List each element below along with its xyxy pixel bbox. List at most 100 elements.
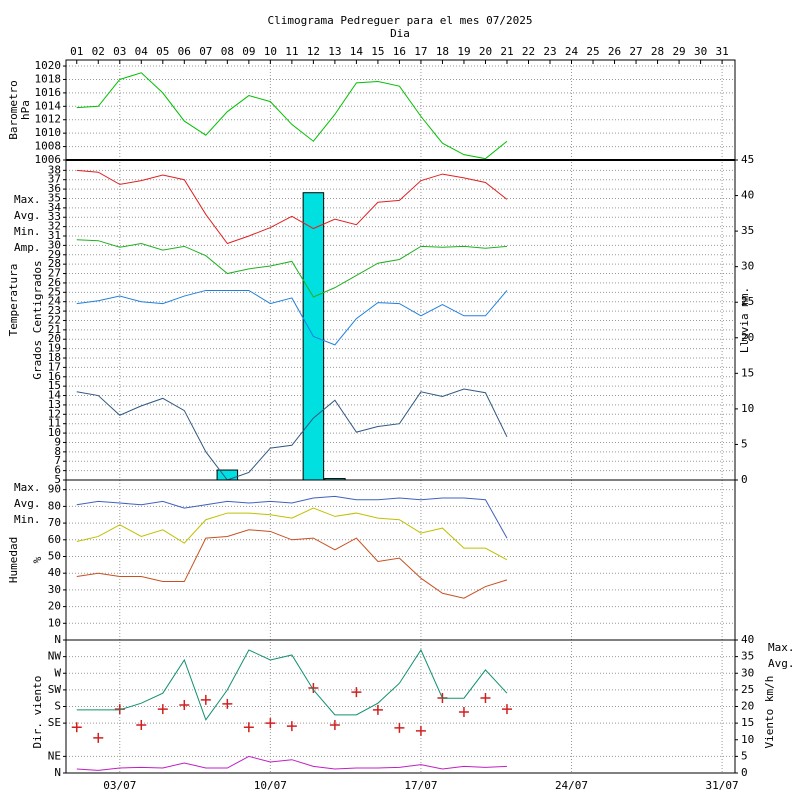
wind-direction-marker bbox=[93, 732, 104, 743]
y-tick-label: 17 bbox=[48, 360, 61, 373]
y-tick-label: 5 bbox=[54, 473, 61, 486]
wind-direction-marker bbox=[71, 722, 82, 733]
y2-tick-label: 25 bbox=[741, 683, 754, 696]
y-tick-label: 40 bbox=[48, 566, 61, 579]
legend-label: Min. bbox=[14, 225, 41, 238]
wind-direction-marker bbox=[243, 722, 254, 733]
y-tick-label: 60 bbox=[48, 533, 61, 546]
x-tick-label: 17/07 bbox=[404, 779, 437, 792]
series-line bbox=[76, 648, 508, 721]
wind-direction-marker bbox=[415, 725, 426, 736]
y2-tick-label: 0 bbox=[741, 766, 748, 779]
y2-tick-label: 30 bbox=[741, 666, 754, 679]
y2-tick-label: 35 bbox=[741, 224, 754, 237]
y-tick-label: N bbox=[54, 633, 61, 646]
y-tick-label: 1018 bbox=[35, 72, 62, 85]
y2-tick-label: 35 bbox=[741, 650, 754, 663]
day-label: 11 bbox=[285, 45, 298, 58]
day-label: 29 bbox=[672, 45, 685, 58]
day-label: 10 bbox=[264, 45, 277, 58]
day-label: 18 bbox=[436, 45, 449, 58]
y-axis-label: Humedad bbox=[7, 537, 20, 583]
wind-direction-marker bbox=[200, 694, 211, 705]
series-line bbox=[76, 755, 508, 771]
wind-direction-marker bbox=[136, 719, 147, 730]
rain-bar bbox=[216, 469, 239, 481]
y-tick-label: 19 bbox=[48, 342, 61, 355]
y-tick-label: 50 bbox=[48, 549, 61, 562]
y-tick-label: 23 bbox=[48, 304, 61, 317]
day-label: 24 bbox=[565, 45, 579, 58]
y-tick-label: 30 bbox=[48, 238, 61, 251]
y2-tick-label: 25 bbox=[741, 295, 754, 308]
wind-direction-marker bbox=[308, 683, 319, 694]
y-tick-label: 10 bbox=[48, 616, 61, 629]
chart-title: Climograma Pedreguer para el mes 07/2025 bbox=[268, 14, 533, 27]
y-tick-label: 26 bbox=[48, 276, 61, 289]
y2-tick-label: 20 bbox=[741, 700, 754, 713]
y-tick-label: 38 bbox=[48, 163, 61, 176]
wind-direction-marker bbox=[286, 721, 297, 732]
day-label: 28 bbox=[651, 45, 664, 58]
day-label: 13 bbox=[328, 45, 341, 58]
y2-tick-label: 20 bbox=[741, 331, 754, 344]
y-tick-label: 1010 bbox=[35, 126, 62, 139]
y-tick-label: 27 bbox=[48, 267, 61, 280]
x-tick-label: 24/07 bbox=[555, 779, 588, 792]
y-tick-label: 70 bbox=[48, 516, 61, 529]
y-tick-label: 1006 bbox=[35, 153, 62, 166]
series-line bbox=[76, 289, 508, 346]
wind-direction-marker bbox=[372, 704, 383, 715]
y2-tick-label: 45 bbox=[741, 153, 754, 166]
y-tick-label: 13 bbox=[48, 398, 61, 411]
legend-label: Amp. bbox=[14, 241, 41, 254]
day-label: 06 bbox=[178, 45, 191, 58]
y-tick-label: 18 bbox=[48, 351, 61, 364]
y-tick-label: SE bbox=[48, 716, 61, 729]
y2-tick-label: 15 bbox=[741, 716, 754, 729]
day-label: 27 bbox=[629, 45, 642, 58]
y-axis-label: Grados Centigrados bbox=[31, 260, 44, 379]
y-tick-label: 37 bbox=[48, 173, 61, 186]
y-tick-label: 14 bbox=[48, 389, 62, 402]
x-tick-label: 03/07 bbox=[103, 779, 136, 792]
day-label: 05 bbox=[156, 45, 169, 58]
y-tick-label: 36 bbox=[48, 182, 61, 195]
y-tick-label: 24 bbox=[48, 295, 62, 308]
legend-label: Max. bbox=[14, 481, 41, 494]
day-label: 15 bbox=[371, 45, 384, 58]
y-tick-label: 33 bbox=[48, 210, 61, 223]
series-line bbox=[76, 507, 508, 561]
y-tick-label: 16 bbox=[48, 370, 61, 383]
wind-direction-marker bbox=[394, 722, 405, 733]
y-tick-label: N bbox=[54, 766, 61, 779]
y2-tick-label: 5 bbox=[741, 749, 748, 762]
y2-tick-label: 15 bbox=[741, 366, 754, 379]
y-axis-label: hPa bbox=[19, 100, 32, 120]
y-tick-label: 32 bbox=[48, 220, 61, 233]
day-label: 02 bbox=[92, 45, 105, 58]
day-label: 07 bbox=[199, 45, 212, 58]
wind-direction-marker bbox=[351, 687, 362, 698]
y-tick-label: 21 bbox=[48, 323, 61, 336]
y-tick-label: 1016 bbox=[35, 86, 62, 99]
y2-tick-label: 10 bbox=[741, 402, 754, 415]
day-label: 26 bbox=[608, 45, 621, 58]
y2-axis-label: Viento km/h bbox=[763, 676, 776, 749]
y-tick-label: 1012 bbox=[35, 113, 62, 126]
wind-direction-marker bbox=[157, 704, 168, 715]
x-axis-label: Dia bbox=[390, 27, 410, 40]
legend-label: Max. bbox=[768, 641, 795, 654]
y-tick-label: NW bbox=[48, 650, 62, 663]
y-tick-label: 9 bbox=[54, 435, 61, 448]
series-line bbox=[76, 169, 508, 245]
y-tick-label: 20 bbox=[48, 600, 61, 613]
y-tick-label: 20 bbox=[48, 332, 61, 345]
wind-direction-marker bbox=[480, 693, 491, 704]
day-label: 19 bbox=[457, 45, 470, 58]
y-tick-label: 11 bbox=[48, 417, 61, 430]
day-label: 03 bbox=[113, 45, 126, 58]
day-label: 25 bbox=[586, 45, 599, 58]
y-tick-label: 1008 bbox=[35, 140, 62, 153]
